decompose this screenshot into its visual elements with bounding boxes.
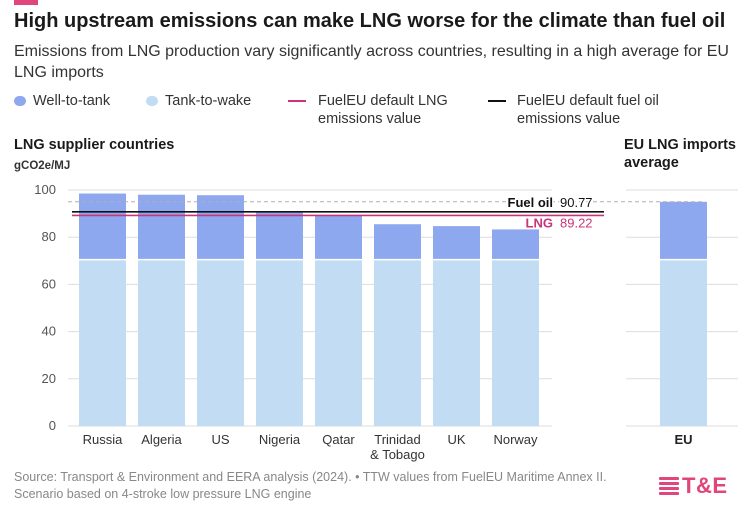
- legend-label: Well-to-tank: [33, 93, 111, 109]
- bar-well-to-tank: [197, 195, 244, 260]
- bar-tank-to-wake: [374, 259, 421, 426]
- y-tick-label: 60: [42, 276, 56, 291]
- bar-well-to-tank: [315, 215, 362, 260]
- bar-well-to-tank: [492, 229, 539, 260]
- legend-item-fuel-oil-default: FuelEU default fuel oil emissions value: [488, 92, 688, 128]
- x-tick-label: US: [211, 432, 229, 447]
- legend-label: FuelEU default LNG emissions value: [318, 93, 448, 127]
- x-tick-label: & Tobago: [370, 447, 425, 462]
- bar-tank-to-wake: [492, 259, 539, 426]
- x-tick-label: UK: [447, 432, 465, 447]
- x-tick-label: Trinidad: [374, 432, 420, 447]
- bar-well-to-tank: [374, 224, 421, 260]
- legend-swatch-fuel-oil-line: [488, 100, 506, 102]
- x-tick-label: Norway: [493, 432, 538, 447]
- bar-well-to-tank: [256, 211, 303, 260]
- legend-label: FuelEU default fuel oil emissions value: [517, 93, 659, 127]
- fuel-oil-label: Fuel oil: [508, 195, 554, 210]
- chart-subtitle: Emissions from LNG production vary signi…: [14, 43, 729, 81]
- bar-tank-to-wake: [138, 259, 185, 426]
- bar-tank-to-wake: [79, 259, 126, 426]
- legend-item-tank-to-wake: Tank-to-wake: [146, 92, 251, 110]
- y-tick-label: 20: [42, 371, 56, 386]
- bar-well-to-tank: [433, 226, 480, 260]
- bar-well-to-tank: [79, 193, 126, 260]
- lng-label: LNG: [526, 215, 553, 230]
- bar-tank-to-wake: [197, 259, 244, 426]
- bar-tank-to-wake: [256, 259, 303, 426]
- x-tick-label: Algeria: [141, 432, 182, 447]
- bar-well-to-tank: [660, 201, 707, 260]
- chart-title: High upstream emissions can make LNG wor…: [14, 10, 726, 32]
- logo-text: T&E: [682, 473, 728, 498]
- y-tick-label: 40: [42, 324, 56, 339]
- y-tick-label: 80: [42, 229, 56, 244]
- bar-well-to-tank: [138, 194, 185, 260]
- y-tick-label: 0: [49, 418, 56, 433]
- y-tick-label: 100: [34, 182, 56, 197]
- source-note: Source: Transport & Environment and EERA…: [14, 470, 607, 501]
- bar-tank-to-wake: [433, 259, 480, 426]
- y-axis-unit: gCO2e/MJ: [14, 160, 71, 172]
- fuel-oil-value-label: 90.77: [560, 195, 593, 210]
- lng-value-label: 89.22: [560, 215, 593, 230]
- x-tick-label: EU: [674, 432, 692, 447]
- te-logo: T&E: [659, 473, 741, 501]
- legend: Well-to-tank Tank-to-wake FuelEU default…: [14, 92, 744, 132]
- x-tick-label: Nigeria: [259, 432, 301, 447]
- legend-item-well-to-tank: Well-to-tank: [14, 92, 110, 110]
- legend-swatch-lng-line: [288, 100, 306, 102]
- x-tick-label: Russia: [83, 432, 124, 447]
- legend-item-lng-default: FuelEU default LNG emissions value: [288, 92, 478, 128]
- legend-swatch-well-to-tank: [14, 96, 26, 106]
- right-panel-title: EU LNG imports average: [624, 137, 736, 171]
- legend-swatch-tank-to-wake: [146, 96, 158, 106]
- left-panel-title: LNG supplier countries: [14, 137, 175, 153]
- bar-tank-to-wake: [315, 259, 362, 426]
- legend-label: Tank-to-wake: [165, 93, 252, 109]
- logo-stripes-icon: [659, 477, 679, 497]
- x-tick-label: Qatar: [322, 432, 355, 447]
- brand-accent-bar: [14, 0, 38, 5]
- bar-tank-to-wake: [660, 259, 707, 426]
